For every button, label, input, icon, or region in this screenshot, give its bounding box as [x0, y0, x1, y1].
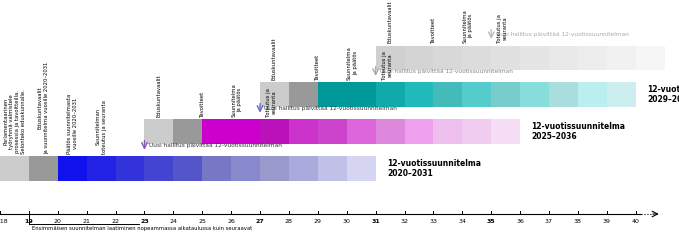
Text: 2018: 2018: [0, 219, 8, 224]
Text: Toteutus ja
seuranta: Toteutus ja seuranta: [497, 14, 508, 43]
Text: Uusi hallitus päivittää 12-vuotissuunnitelman: Uusi hallitus päivittää 12-vuotissuunnit…: [380, 69, 513, 74]
Text: 39: 39: [603, 219, 611, 224]
Bar: [607, 82, 636, 107]
Bar: [462, 82, 491, 107]
Bar: [462, 119, 491, 144]
Text: Suunnitelma
ja päätös: Suunnitelma ja päätös: [347, 46, 358, 80]
Text: 33: 33: [429, 219, 437, 224]
Text: 23: 23: [140, 219, 149, 224]
Text: 38: 38: [574, 219, 582, 224]
Text: 34: 34: [458, 219, 466, 224]
Text: 37: 37: [545, 219, 553, 224]
Text: Ensimmäisen suunnitelman laatiminen nopeammassa aikataulussa kuin seuraavat: Ensimmäisen suunnitelman laatiminen nope…: [32, 226, 252, 231]
Text: 30: 30: [343, 219, 350, 224]
Bar: [318, 119, 347, 144]
Text: Eduskuntavaalit: Eduskuntavaalit: [156, 74, 162, 117]
Bar: [0, 156, 29, 181]
Bar: [491, 82, 520, 107]
Bar: [202, 119, 231, 144]
Bar: [289, 82, 318, 107]
Bar: [260, 156, 289, 181]
Bar: [115, 156, 145, 181]
Bar: [318, 156, 347, 181]
Bar: [289, 156, 318, 181]
Text: Tavoitteet: Tavoitteet: [315, 54, 320, 80]
Text: Suunnitelman
toteutus ja seuranta: Suunnitelman toteutus ja seuranta: [96, 100, 107, 154]
Bar: [520, 82, 549, 107]
Text: 20: 20: [54, 219, 62, 224]
Text: Parlamentaarinen
työryhmä valmistele
prosessia ja tavoitteilla.
Selonteko edusku: Parlamentaarinen työryhmä valmistele pro…: [3, 89, 26, 154]
Bar: [347, 156, 375, 181]
Bar: [520, 46, 549, 70]
Bar: [173, 119, 202, 144]
Bar: [491, 119, 520, 144]
Bar: [375, 82, 405, 107]
Bar: [318, 82, 347, 107]
Text: Eduskuntavaalit
ja suunnitelma vuosille 2020–2031: Eduskuntavaalit ja suunnitelma vuosille …: [38, 61, 49, 154]
Bar: [433, 119, 462, 144]
Bar: [87, 156, 115, 181]
Bar: [578, 46, 607, 70]
Bar: [202, 156, 231, 181]
Text: 28: 28: [285, 219, 293, 224]
Bar: [231, 119, 260, 144]
Bar: [173, 156, 202, 181]
Text: Eduskuntavaalit: Eduskuntavaalit: [388, 0, 392, 43]
Text: Toteutus ja
seuranta: Toteutus ja seuranta: [266, 88, 277, 117]
Bar: [29, 156, 58, 181]
Text: Toteutus ja
seuranta: Toteutus ja seuranta: [382, 51, 392, 80]
Text: 19: 19: [24, 219, 33, 224]
Text: 35: 35: [487, 219, 496, 224]
Text: Eduskuntavaalit: Eduskuntavaalit: [272, 37, 277, 80]
Text: 27: 27: [256, 219, 264, 224]
Bar: [405, 119, 433, 144]
Text: Suunnitelma
ja päätös: Suunnitelma ja päätös: [462, 9, 473, 43]
Bar: [433, 46, 462, 70]
Text: Uusi hallitus päivittää 12-vuotissuunnitelman: Uusi hallitus päivittää 12-vuotissuunnit…: [264, 106, 397, 111]
Bar: [549, 82, 578, 107]
Bar: [347, 82, 375, 107]
Text: Tavoitteet: Tavoitteet: [431, 17, 436, 43]
Bar: [260, 82, 289, 107]
Text: 24: 24: [169, 219, 177, 224]
Bar: [260, 119, 289, 144]
Bar: [375, 46, 405, 70]
Text: 36: 36: [516, 219, 524, 224]
Text: Suunnitelma
ja päätös: Suunnitelma ja päätös: [232, 83, 242, 117]
Text: Tavoitteet: Tavoitteet: [200, 91, 205, 117]
Bar: [578, 82, 607, 107]
Text: 12-vuotissuunnitelma
2029–2040: 12-vuotissuunnitelma 2029–2040: [647, 85, 679, 104]
Text: 40: 40: [631, 219, 640, 224]
Bar: [462, 46, 491, 70]
Bar: [58, 156, 87, 181]
Bar: [375, 119, 405, 144]
Bar: [433, 82, 462, 107]
Text: 31: 31: [371, 219, 380, 224]
Bar: [145, 156, 173, 181]
Bar: [145, 119, 173, 144]
Text: 32: 32: [401, 219, 409, 224]
Bar: [405, 46, 433, 70]
Bar: [289, 119, 318, 144]
Text: 12-vuotissuunnitelma
2025–2036: 12-vuotissuunnitelma 2025–2036: [532, 122, 625, 141]
Text: Päätös suunnitelmasta
vuosille 2020–2031: Päätös suunnitelmasta vuosille 2020–2031: [67, 93, 77, 154]
Text: 26: 26: [227, 219, 235, 224]
Bar: [607, 46, 636, 70]
Text: Uusi hallitus päivittää 12-vuotissuunnitelman: Uusi hallitus päivittää 12-vuotissuunnit…: [149, 143, 282, 148]
Bar: [549, 46, 578, 70]
Text: 12-vuotissuunnitelma
2020–2031: 12-vuotissuunnitelma 2020–2031: [387, 159, 481, 178]
Text: Uusi hallitus päivittää 12-vuotissuunnitelman: Uusi hallitus päivittää 12-vuotissuunnit…: [496, 32, 628, 37]
Text: 25: 25: [198, 219, 206, 224]
Text: 22: 22: [111, 219, 120, 224]
Bar: [491, 46, 520, 70]
Bar: [405, 82, 433, 107]
Text: 29: 29: [314, 219, 322, 224]
Bar: [347, 119, 375, 144]
Bar: [231, 156, 260, 181]
Text: 21: 21: [83, 219, 90, 224]
Bar: [636, 46, 665, 70]
